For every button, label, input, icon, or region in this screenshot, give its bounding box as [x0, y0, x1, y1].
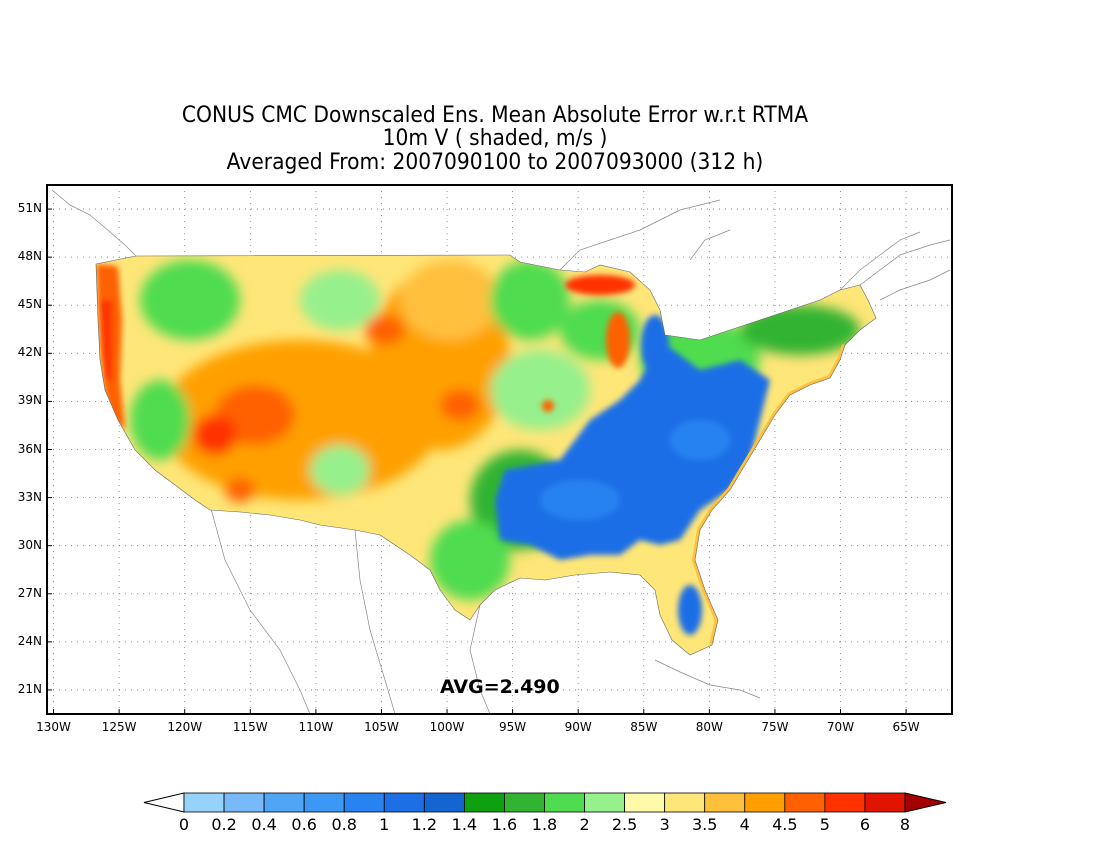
lon-label: 75W: [761, 720, 789, 734]
colorbar-label: 1.6: [491, 815, 518, 834]
colorbar-label: 0.6: [291, 815, 317, 834]
map-title-line1: CONUS CMC Downscaled Ens. Mean Absolute …: [181, 103, 809, 128]
lat-label: 36N: [17, 441, 42, 456]
colorbar-box: [544, 792, 585, 813]
colorbar-label: 8: [899, 815, 911, 834]
colorbar-over-arrow: [904, 792, 947, 813]
lon-label: 65W: [892, 720, 920, 734]
lon-label: 110W: [298, 720, 334, 734]
lat-label: 33N: [17, 489, 42, 504]
lon-label: 130W: [36, 720, 71, 734]
colorbar-label: 1.2: [411, 815, 438, 834]
lon-label: 125W: [101, 720, 137, 734]
colorbar-label: 3: [659, 815, 670, 834]
lon-label: 100W: [429, 720, 465, 734]
colorbar-box: [303, 792, 345, 813]
lat-label: 39N: [17, 393, 42, 408]
colorbar-label: 6: [859, 815, 871, 834]
neighbor-coastlines: [51, 189, 951, 714]
colorbar-box: [584, 792, 626, 813]
colorbar-box: [624, 792, 666, 813]
colorbar-under-arrow: [143, 792, 185, 813]
map-title-line3: Averaged From: 2007090100 to 2007093000 …: [226, 150, 764, 175]
colorbar-box: [463, 792, 505, 813]
map-title-line2: 10m V ( shaded, m/s ): [382, 126, 608, 151]
colorbar-label: 1.8: [531, 815, 558, 834]
lat-label: 42N: [17, 345, 42, 360]
colorbar: [143, 792, 947, 813]
lat-label: 51N: [17, 201, 42, 216]
colorbar-box: [223, 792, 265, 813]
colorbar-box: [664, 792, 706, 813]
lon-label: 115W: [232, 720, 268, 734]
lat-label: 48N: [17, 249, 42, 264]
lat-label: 45N: [17, 297, 42, 312]
colorbar-box: [704, 792, 746, 813]
lon-label: 80W: [695, 720, 723, 734]
colorbar-box: [183, 792, 225, 813]
colorbar-box: [343, 792, 385, 813]
colorbar-label: 0.4: [251, 815, 277, 834]
colorbar-box: [784, 792, 826, 813]
average-label: AVG=2.490: [440, 676, 560, 698]
colorbar-box: [504, 792, 545, 813]
colorbar-label: 1: [379, 815, 390, 834]
colorbar-label: 2: [579, 815, 590, 834]
colorbar-box: [263, 792, 305, 813]
colorbar-box: [423, 792, 465, 813]
lon-label: 90W: [564, 720, 592, 734]
colorbar-box: [744, 792, 786, 813]
lat-label: 30N: [17, 537, 42, 552]
colorbar-label: 5: [819, 815, 830, 834]
colorbar-label: 0: [178, 815, 190, 834]
colorbar-label: 1.4: [451, 815, 478, 834]
colorbar-label: 4.5: [772, 815, 798, 834]
colorbar-label: 4: [739, 815, 750, 834]
lat-label: 24N: [17, 633, 42, 648]
colorbar-box: [383, 792, 425, 813]
colorbar-box: [824, 792, 866, 813]
axis-ticks: [47, 208, 907, 714]
colorbar-label: 2.5: [611, 815, 638, 834]
lon-label: 105W: [364, 720, 399, 734]
lon-label: 70W: [826, 720, 855, 734]
colorbar-box: [864, 792, 906, 813]
lat-label: 27N: [17, 585, 42, 600]
colorbar-label: 0.2: [211, 815, 237, 834]
lon-label: 95W: [499, 720, 527, 734]
lon-label: 85W: [630, 720, 658, 734]
lon-label: 120W: [167, 720, 203, 734]
lat-label: 21N: [17, 681, 42, 696]
colorbar-label: 3.5: [691, 815, 718, 834]
colorbar-label: 0.8: [331, 815, 357, 834]
